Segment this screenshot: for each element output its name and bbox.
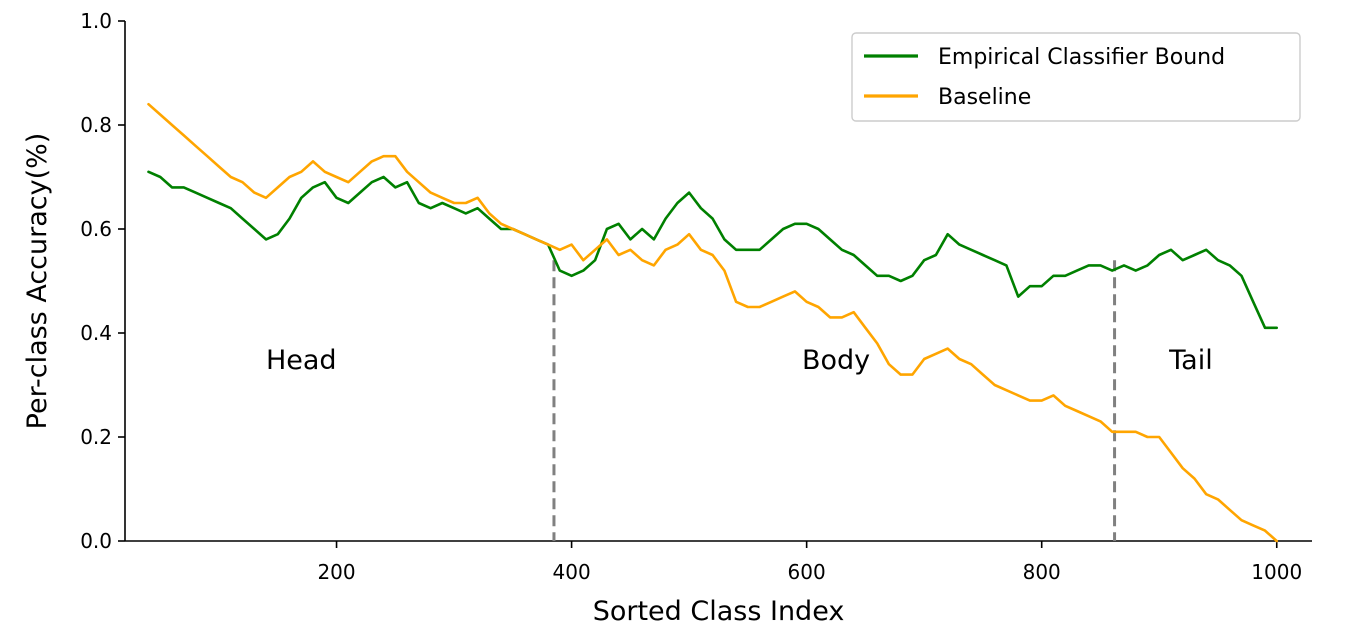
x-tick-label: 800 [1023,560,1061,584]
series-line-empirical-classifier-bound [147,170,1278,330]
y-tick-label: 0.6 [80,217,112,241]
legend: Empirical Classifier Bound Baseline [851,32,1301,122]
legend-box [851,32,1301,122]
series-lines [147,102,1278,543]
series-line-baseline [147,102,1278,543]
y-tick-label: 0.0 [80,529,112,553]
x-tick-label: 200 [317,560,355,584]
axis-titles: Sorted Class Index Per-class Accuracy(%) [22,133,844,627]
y-tick-label: 1.0 [80,9,112,33]
y-tick-label: 0.8 [80,113,112,137]
y-axis-title: Per-class Accuracy(%) [22,133,53,430]
y-tick-label: 0.4 [80,321,112,345]
region-label-head: Head [266,345,337,376]
x-axis-title: Sorted Class Index [593,596,845,627]
x-tick-label: 1000 [1251,560,1302,584]
legend-label: Baseline [938,85,1031,110]
x-tick-label: 400 [553,560,591,584]
region-label-tail: Tail [1168,345,1213,376]
region-dividers [552,260,1117,541]
axes: 0.0 0.2 0.4 0.6 0.8 1.0 200 400 600 800 1000 [80,9,1312,584]
legend-label: Empirical Classifier Bound [938,45,1225,70]
region-labels: Head Body Tail [266,345,1213,376]
region-label-body: Body [802,345,870,376]
x-tick-label: 600 [788,560,826,584]
y-tick-label: 0.2 [80,425,112,449]
